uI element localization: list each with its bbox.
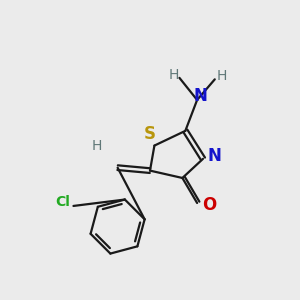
Text: O: O (202, 196, 217, 214)
Text: N: N (193, 87, 207, 105)
Text: N: N (207, 147, 221, 165)
Text: H: H (168, 68, 179, 82)
Text: H: H (91, 139, 102, 153)
Text: H: H (217, 69, 227, 83)
Text: Cl: Cl (55, 195, 70, 209)
Text: S: S (144, 125, 156, 143)
